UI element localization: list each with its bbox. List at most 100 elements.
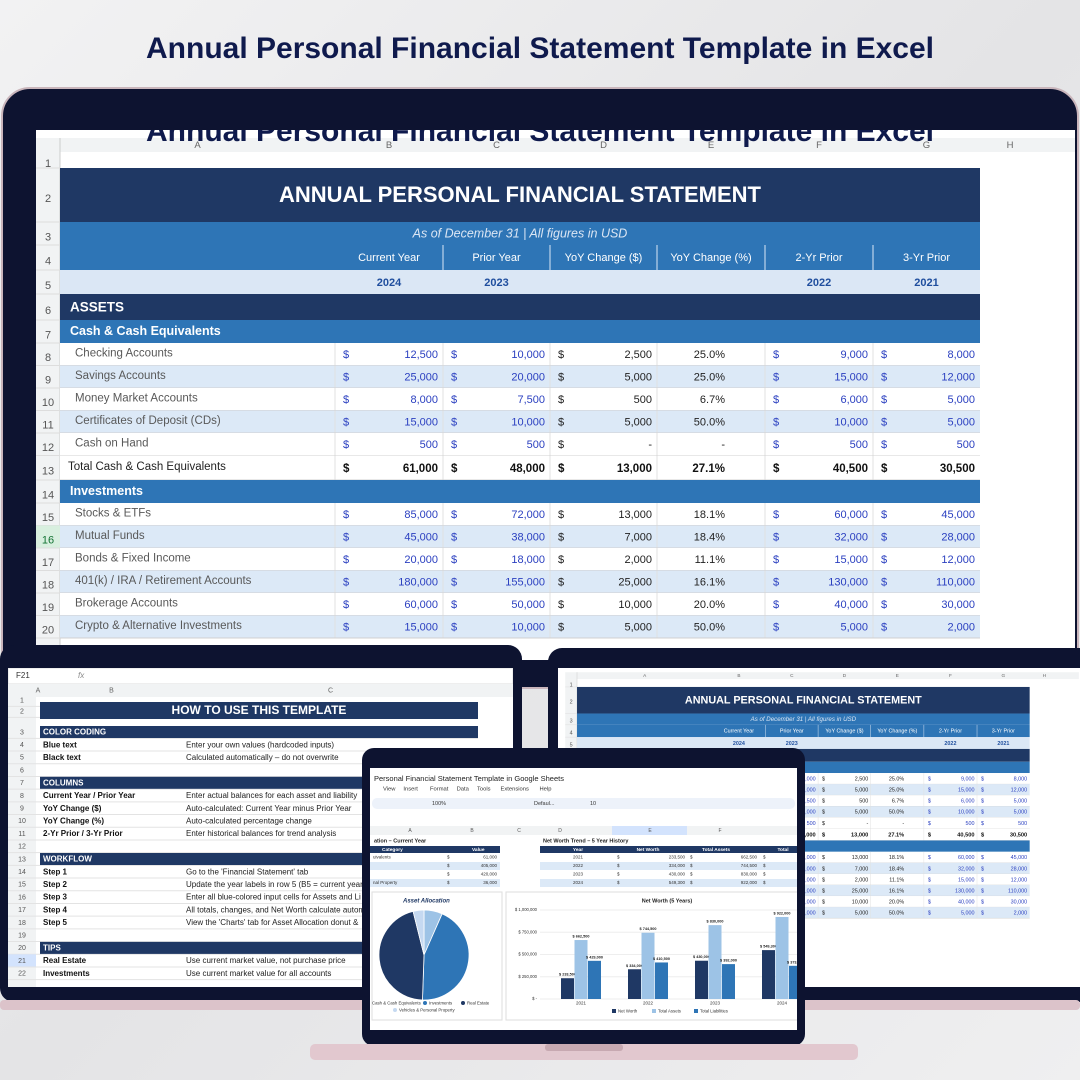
currency-sign: $ (558, 577, 564, 589)
cell-value: 5,000 (947, 394, 975, 406)
cell-value: 32,000 (834, 532, 868, 544)
currency-sign: $ (558, 394, 564, 406)
legend-swatch (461, 1001, 465, 1005)
currency-sign: $ (881, 599, 887, 611)
table-cell: 405,000 (481, 863, 498, 868)
row-number: 19 (18, 933, 26, 940)
bar (628, 969, 641, 999)
table-cell: 2024 (573, 880, 584, 885)
main-screen: A B C D E F G H1234567891011121314151617181920A… (36, 130, 1075, 660)
cell-value: 16.1% (889, 888, 905, 894)
row-number: 1 (20, 697, 24, 704)
title-band (60, 168, 980, 222)
item-text: Auto-calculated percentage change (186, 817, 312, 826)
row-number-bg (36, 152, 60, 660)
cell-value: 72,000 (511, 509, 545, 521)
total-label: Total Cash & Cash Equivalents (68, 461, 226, 473)
column-letter: C (517, 828, 521, 834)
currency-sign: $ (343, 577, 349, 589)
currency-sign: $ (881, 439, 887, 451)
cell-value: 5,000 (855, 911, 869, 917)
currency-sign: $ (763, 863, 766, 868)
legend-label: Total Liabilities (700, 1008, 728, 1013)
currency-sign: $ (881, 554, 887, 566)
legend-swatch (393, 1008, 397, 1012)
currency-sign: $ (981, 821, 984, 827)
row-number: 1 (45, 158, 51, 170)
cell-value: - (902, 821, 904, 827)
subtitle-band (60, 222, 980, 245)
bar (655, 962, 668, 999)
row-bg (60, 365, 980, 388)
cell-value: 13,000 (618, 509, 652, 521)
cell-value: 5,000 (1014, 810, 1028, 816)
row-number: 3 (20, 729, 24, 736)
column-header: 3-Yr Prior (992, 729, 1015, 735)
sheet-subtitle: As of December 31 | All figures in USD (750, 716, 857, 723)
year-label: 2024 (377, 277, 402, 289)
column-letter: H (1007, 140, 1014, 151)
cell-value: 32,000 (958, 866, 975, 872)
column-letter: F (718, 828, 721, 834)
sheet-title: HOW TO USE THIS TEMPLATE (172, 703, 347, 717)
column-letter: B (109, 687, 114, 694)
row-bg (60, 455, 980, 480)
currency-sign: $ (451, 622, 457, 634)
currency-sign: $ (881, 417, 887, 429)
currency-sign: $ (773, 417, 779, 429)
item-text: Use current market value for all account… (186, 969, 331, 978)
group-label: Cash & Cash Equivalents (70, 324, 221, 338)
cell-value: 8,000 (1014, 777, 1028, 783)
row-number: 14 (18, 869, 26, 876)
row-number-bg (8, 697, 36, 987)
currency-sign: $ (343, 509, 349, 521)
currency-sign: $ (981, 855, 984, 861)
year-label: 2024 (733, 741, 745, 747)
table-cell: 2022 (573, 863, 584, 868)
row-number: 2 (570, 700, 573, 706)
pie-slice (412, 909, 425, 956)
currency-sign: $ (881, 372, 887, 384)
table-cell: 662,500 (741, 855, 758, 860)
bar-value-label: $ 392,000 (720, 959, 737, 963)
cell-value: 130,000 (828, 577, 868, 589)
menu-item: Help (540, 787, 552, 793)
currency-sign: $ (690, 863, 693, 868)
currency-sign: $ (451, 599, 457, 611)
row-number: 15 (18, 882, 26, 889)
table-caption: ation – Current Year (374, 838, 427, 844)
cell-value: 2,000 (1014, 911, 1028, 917)
column-header: 2-Yr Prior (939, 729, 962, 735)
chart-title: Asset Allocation (402, 899, 450, 905)
column-letter: C (790, 673, 794, 678)
cell-value: 40,000 (958, 900, 975, 906)
cell-value: 13,000 (852, 855, 869, 861)
cell-value: 2,000 (624, 554, 652, 566)
section-label: WORKFLOW (43, 855, 92, 864)
column-letter: E (648, 828, 652, 834)
column-header-bg (36, 138, 1075, 152)
bar-value-label: $ 922,000 (774, 911, 791, 915)
cell-value: 48,000 (798, 832, 815, 838)
column-header: YoY Change (%) (670, 252, 751, 264)
cell-value: 20.0% (889, 900, 905, 906)
cell-value: 500 (634, 394, 652, 406)
column-header: Current Year (358, 252, 420, 264)
currency-sign: $ (928, 777, 931, 783)
x-tick-label: 2024 (777, 1001, 788, 1006)
currency-sign: $ (822, 810, 825, 816)
document-title: Personal Financial Statement Template in… (374, 774, 564, 783)
item-label: Real Estate (43, 956, 87, 965)
row-number-selected (8, 954, 36, 967)
item-text: All totals, changes, and Net Worth calcu… (186, 905, 365, 914)
item-label: Step 4 (43, 905, 68, 914)
year-label: 2022 (807, 277, 831, 289)
row-label: Bonds & Fixed Income (75, 552, 191, 564)
y-tick-label: $ - (532, 996, 537, 1001)
currency-sign: $ (343, 394, 349, 406)
column-letter: G (923, 140, 930, 151)
cell-value: 60,000 (404, 599, 438, 611)
cell-value: 5,000 (855, 788, 869, 794)
cell-value: 27.1% (888, 832, 904, 838)
